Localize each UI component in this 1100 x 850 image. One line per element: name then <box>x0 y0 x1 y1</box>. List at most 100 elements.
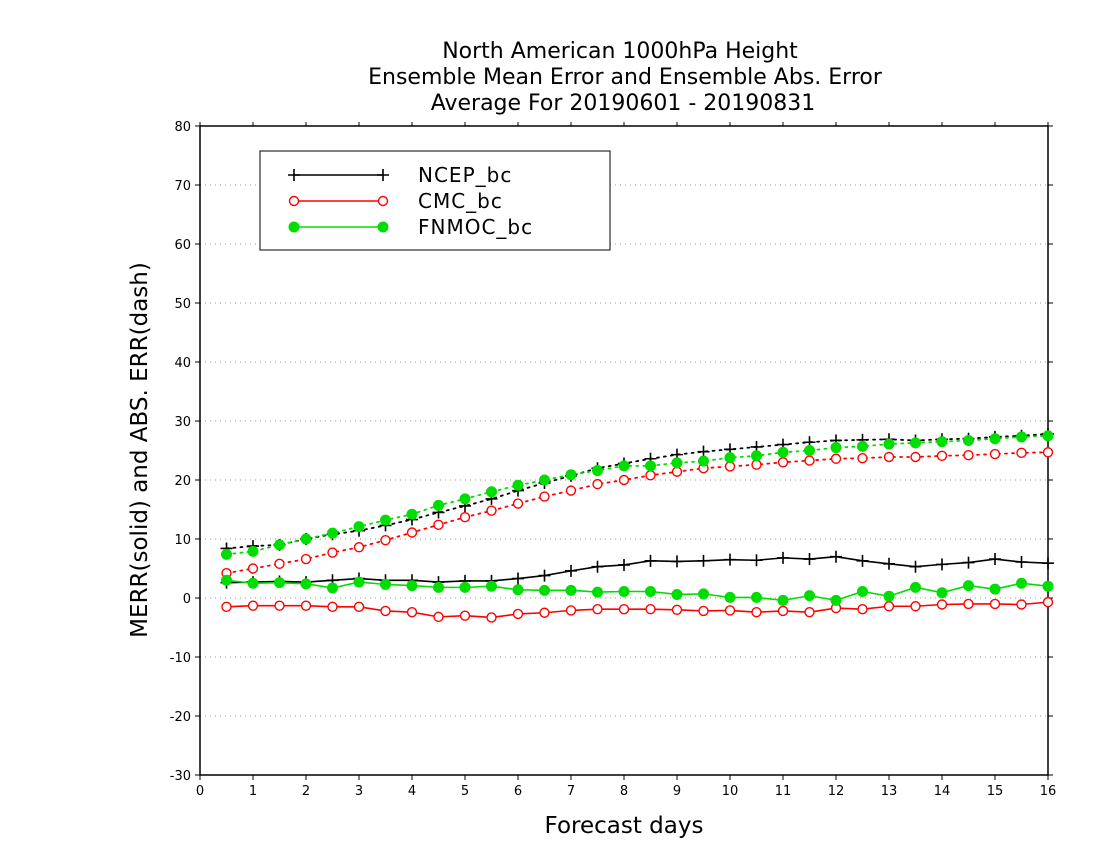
merr-point-ncep-bc <box>777 551 789 564</box>
merr-point-fnmoc-bc <box>883 590 895 602</box>
y-tick-label: -10 <box>170 651 191 666</box>
merr-point-cmc-bc <box>777 605 789 617</box>
legend-item-fnmoc-bc: FNMOC_bc <box>288 215 532 239</box>
merr-point-fnmoc-bc <box>804 590 815 602</box>
merr-point-fnmoc-bc <box>300 578 312 590</box>
abs-err-point-cmc-bc <box>565 485 577 496</box>
abs-err-point-fnmoc-bc <box>512 479 524 491</box>
merr-point-cmc-bc <box>618 604 630 615</box>
merr-point-ncep-bc <box>962 556 975 569</box>
merr-point-cmc-bc <box>857 604 868 615</box>
chart-title-line-3: Average For 20190601 - 20190831 <box>431 91 816 116</box>
x-tick-label: 8 <box>620 784 628 799</box>
merr-point-fnmoc-bc <box>1042 580 1054 592</box>
abs-err-point-cmc-bc <box>830 453 842 464</box>
abs-err-point-fnmoc-bc <box>486 486 497 498</box>
abs-err-point-fnmoc-bc <box>459 493 471 505</box>
x-tick-label: 2 <box>302 784 310 799</box>
merr-point-ncep-bc <box>538 569 551 582</box>
abs-err-point-fnmoc-bc <box>300 533 312 545</box>
merr-point-ncep-bc <box>989 553 1001 566</box>
abs-err-point-fnmoc-bc <box>989 433 1001 445</box>
abs-err-point-cmc-bc <box>406 527 418 538</box>
merr-point-fnmoc-bc <box>221 574 232 586</box>
abs-err-point-fnmoc-bc <box>724 452 736 464</box>
abs-err-point-fnmoc-bc <box>804 445 815 456</box>
legend-label-cmc-bc: CMC_bc <box>418 189 503 213</box>
abs-err-point-fnmoc-bc <box>221 548 232 560</box>
merr-point-fnmoc-bc <box>565 584 577 596</box>
abs-err-point-fnmoc-bc <box>751 450 762 462</box>
abs-err-point-fnmoc-bc <box>883 438 895 450</box>
abs-err-point-cmc-bc <box>671 466 683 477</box>
abs-err-point-cmc-bc <box>247 563 259 574</box>
series-cmc-bc <box>221 447 1054 623</box>
abs-err-point-cmc-bc <box>539 491 550 502</box>
x-tick-label: 3 <box>355 784 363 799</box>
merr-point-cmc-bc <box>274 600 285 611</box>
abs-err-point-fnmoc-bc <box>645 460 656 472</box>
abs-err-point-fnmoc-bc <box>247 545 259 557</box>
merr-point-ncep-bc <box>936 558 948 571</box>
y-tick-label: -30 <box>170 769 191 784</box>
x-axis-label: Forecast days <box>545 813 704 839</box>
y-tick-label: 80 <box>174 120 191 135</box>
abs-err-point-fnmoc-bc <box>592 465 603 477</box>
legend-marker-fnmoc-bc <box>377 221 389 233</box>
abs-err-point-fnmoc-bc <box>698 455 709 467</box>
y-tick-label: 30 <box>174 415 191 430</box>
abs-err-point-fnmoc-bc <box>1016 431 1027 443</box>
abs-err-point-fnmoc-bc <box>380 514 391 526</box>
abs-err-point-cmc-bc <box>1042 447 1054 458</box>
abs-err-point-cmc-bc <box>989 448 1001 460</box>
y-tick-label: 60 <box>174 238 191 253</box>
abs-err-point-cmc-bc <box>645 470 656 481</box>
abs-err-point-cmc-bc <box>777 457 789 468</box>
series-fnmoc-bc <box>221 430 1054 606</box>
abs-err-point-fnmoc-bc <box>433 499 444 511</box>
legend-marker-cmc-bc <box>377 195 389 207</box>
legend-label-ncep-bc: NCEP_bc <box>418 163 512 187</box>
merr-point-ncep-bc <box>644 554 657 567</box>
merr-point-cmc-bc <box>565 605 577 616</box>
merr-point-cmc-bc <box>486 612 497 623</box>
merr-point-ncep-bc <box>1042 557 1054 570</box>
merr-point-fnmoc-bc <box>751 591 762 603</box>
x-tick-label: 7 <box>567 784 575 799</box>
merr-point-ncep-bc <box>565 564 577 577</box>
merr-line-fnmoc-bc <box>226 579 1049 602</box>
chart-title-line-1: North American 1000hPa Height <box>442 39 798 64</box>
abs-err-point-fnmoc-bc <box>327 527 338 539</box>
x-tick-label: 15 <box>987 784 1004 799</box>
x-tick-label: 0 <box>196 784 204 799</box>
legend-marker-ncep-bc <box>288 169 300 181</box>
legend-item-ncep-bc: NCEP_bc <box>288 163 512 187</box>
merr-point-fnmoc-bc <box>406 580 418 592</box>
merr-point-cmc-bc <box>804 606 815 618</box>
abs-err-point-fnmoc-bc <box>274 539 285 551</box>
merr-point-fnmoc-bc <box>592 586 603 598</box>
merr-point-fnmoc-bc <box>433 581 444 593</box>
y-axis-label: MERR(solid) and ABS. ERR(dash) <box>127 262 153 638</box>
merr-line-ncep-bc <box>226 555 1049 584</box>
merr-point-ncep-bc <box>618 558 630 571</box>
abs-err-point-cmc-bc <box>883 451 895 463</box>
legend-marker-cmc-bc <box>288 195 300 207</box>
merr-point-ncep-bc <box>909 560 922 573</box>
y-tick-label: 10 <box>174 533 191 548</box>
y-tick-label: 20 <box>174 474 191 489</box>
merr-point-ncep-bc <box>830 550 842 563</box>
merr-point-cmc-bc <box>512 608 524 620</box>
abs-err-line-cmc-bc <box>225 451 1049 575</box>
merr-point-cmc-bc <box>300 600 312 611</box>
x-tick-label: 13 <box>881 784 898 799</box>
legend-marker-fnmoc-bc <box>288 221 300 233</box>
merr-point-cmc-bc <box>380 605 391 617</box>
abs-err-point-cmc-bc <box>1016 447 1027 459</box>
abs-err-point-cmc-bc <box>327 547 338 558</box>
legend-marker-ncep-bc <box>377 169 389 181</box>
x-tick-label: 1 <box>249 784 257 799</box>
x-tick-label: 11 <box>775 784 792 799</box>
merr-point-ncep-bc <box>856 554 869 567</box>
